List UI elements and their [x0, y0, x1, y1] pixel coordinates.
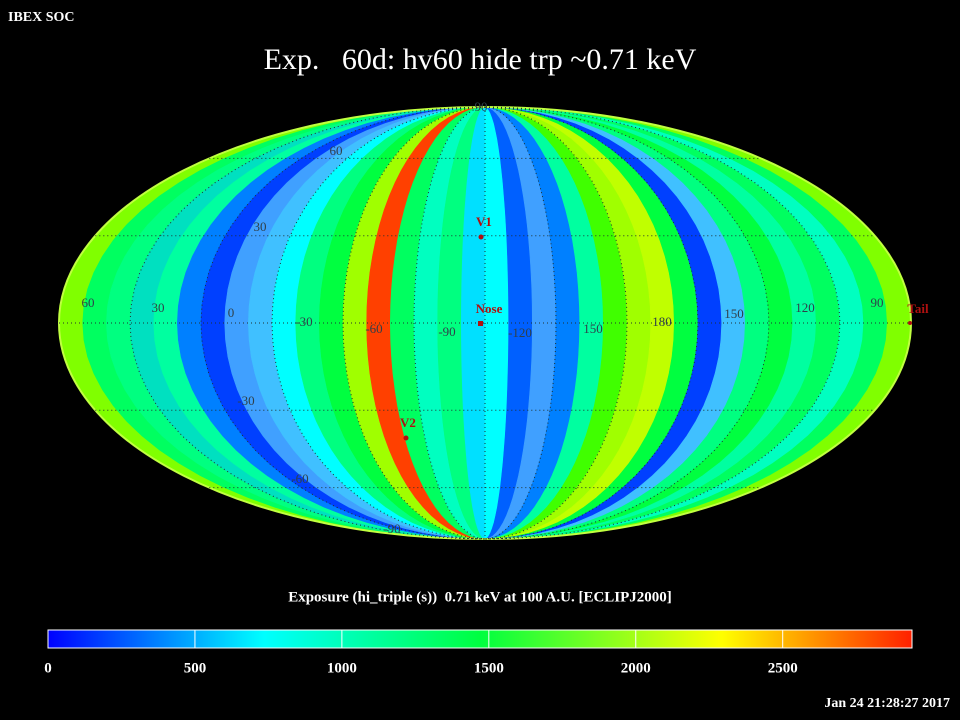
lat-label: 60	[330, 143, 343, 158]
lon-label: -90	[438, 324, 455, 339]
graticule	[129, 106, 486, 540]
lon-label: 90	[871, 295, 884, 310]
marker-dot	[908, 321, 912, 325]
lat-label: -30	[237, 393, 254, 408]
colorbar-tick-label: 500	[184, 660, 207, 676]
lat-label: -60	[291, 471, 308, 486]
marker-label: V2	[400, 415, 416, 430]
map	[58, 106, 912, 540]
marker-label: V1	[476, 214, 492, 229]
colorbar-tick-label: 2500	[768, 660, 798, 676]
colorbar-tick-label: 2000	[621, 660, 651, 676]
marker-label: Nose	[476, 301, 503, 316]
graticule	[484, 106, 557, 540]
lon-label: 30	[152, 300, 165, 315]
org: IBEX SOC	[8, 10, 75, 25]
graticule	[484, 106, 841, 540]
lon-label: 120	[795, 300, 815, 315]
lat-label: 30	[254, 219, 267, 234]
colorbar-tick-label: 1000	[327, 660, 357, 676]
graticule	[271, 106, 486, 540]
lat-label: -90	[383, 521, 400, 536]
lon-label: 150	[724, 306, 744, 321]
graticule	[484, 106, 628, 540]
lon-label: 150	[583, 321, 603, 336]
marker-dot	[403, 435, 409, 441]
lon-label: -120	[508, 325, 532, 340]
grid-labels: 90 60 30 -30 -60 -90 60 30 0 -30 -60 -90…	[82, 99, 884, 536]
markers: V1 Nose V2 Tail	[400, 214, 929, 441]
graticule	[484, 106, 699, 540]
timestamp: Jan 24 21:28:27 2017	[824, 696, 950, 711]
graticule	[413, 106, 486, 540]
title: Exp. 60d: hv60 hide trp ~0.71 keV	[264, 43, 697, 76]
lon-label: 60	[82, 295, 95, 310]
marker-dot	[478, 321, 483, 326]
marker-dot	[478, 234, 484, 240]
marker-label: Tail	[907, 301, 929, 316]
colorbar-ticks: 0 500 1000 1500 2000 2500	[44, 630, 798, 676]
colorbar-tick-label: 1500	[474, 660, 504, 676]
colorbar-label: Exposure (hi_triple (s)) 0.71 keV at 100…	[288, 589, 672, 605]
lon-label: 0	[228, 305, 235, 320]
lon-label: -30	[295, 314, 312, 329]
lon-label: 180	[652, 314, 672, 329]
colorbar-tick-label: 0	[44, 660, 52, 676]
lat-label: 90	[475, 99, 488, 114]
graticule	[342, 106, 486, 540]
lon-label: -60	[365, 321, 382, 336]
